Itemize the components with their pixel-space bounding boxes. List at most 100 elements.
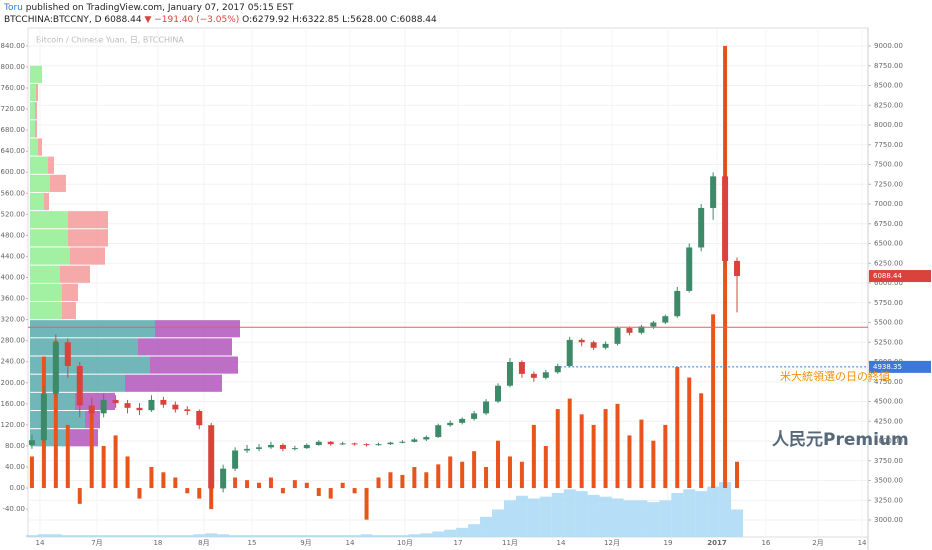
premium-bar [543, 445, 548, 489]
candle-body [339, 443, 346, 445]
volume-bar [396, 535, 409, 537]
premium-bar [639, 419, 644, 489]
profile-up [30, 356, 150, 374]
premium-bar [436, 464, 441, 489]
volume-bar [300, 535, 313, 537]
premium-bar [651, 440, 656, 489]
volume-bar [205, 533, 218, 537]
volume-bar [539, 496, 552, 537]
volume-bar [659, 500, 672, 537]
premium-bar [507, 456, 512, 489]
y-tick-label: 3000.00 [874, 516, 903, 524]
volume-bar [551, 493, 564, 537]
premium-bar [304, 482, 309, 489]
candle-body [184, 409, 191, 411]
y2-tick-label: 640.00 [1, 147, 26, 155]
premium-bar [531, 424, 536, 489]
volume-bar [157, 535, 170, 537]
premium-bar [603, 409, 608, 489]
profile-down [50, 174, 66, 192]
series-label: 人民元Premium [772, 430, 909, 450]
volume-bar [73, 535, 86, 537]
volume-bar [671, 493, 684, 537]
candle-body [303, 444, 310, 449]
premium-bar [113, 435, 118, 489]
volume-bar [217, 534, 230, 537]
premium-bar [687, 377, 692, 489]
y2-tick-label: 440.00 [1, 252, 26, 260]
y2-tick-label: 600.00 [1, 168, 26, 176]
candle-body [626, 328, 633, 333]
profile-down [38, 138, 42, 156]
premium-bar [711, 314, 716, 489]
profile-up [30, 174, 50, 192]
volume-bar [719, 482, 732, 537]
candle-body [28, 440, 35, 445]
profile-up [30, 320, 155, 338]
volume-bar [408, 534, 421, 537]
premium-bar [197, 488, 202, 499]
candle-body [208, 425, 215, 489]
premium-bar [233, 477, 238, 489]
y2-tick-label: 840.00 [1, 42, 26, 50]
profile-up [30, 65, 42, 83]
y-tick-label: 7000.00 [874, 200, 903, 208]
candle-body [566, 339, 573, 366]
candle-body [267, 444, 274, 448]
author-link[interactable]: Toru [3, 3, 23, 13]
x-tick-label: 8月 [198, 539, 209, 547]
profile-down [150, 356, 238, 374]
x-tick-label: 14 [557, 539, 566, 547]
candle-body [674, 290, 681, 317]
profile-up [30, 120, 35, 138]
y-tick-label: 3250.00 [874, 496, 903, 504]
candle-body [244, 448, 251, 451]
candle-body [710, 176, 717, 208]
x-tick-label: 17 [454, 539, 463, 547]
candle-body [112, 399, 119, 404]
volume-bar [145, 535, 158, 537]
published: published on TradingView.com, January 07… [23, 3, 294, 13]
premium-bar [735, 461, 740, 489]
x-tick-label: 11月 [502, 539, 518, 547]
profile-up [30, 138, 38, 156]
profile-down [62, 301, 76, 320]
candle-body [220, 468, 227, 489]
y-tick-label: 7250.00 [874, 180, 903, 188]
y2-tick-label: 400.00 [1, 273, 26, 281]
profile-down [35, 120, 37, 138]
y-tick-label: 6750.00 [874, 220, 903, 228]
candle-body [638, 326, 645, 333]
volume-bar [312, 535, 325, 537]
premium-bar [149, 466, 154, 489]
y2-tick-label: -40.00 [2, 505, 25, 513]
y-tick-label: 4750.00 [874, 378, 903, 386]
y-tick-label: 8250.00 [874, 101, 903, 109]
x-tick-label: 14 [858, 539, 867, 547]
profile-up [30, 156, 48, 174]
last-price-tag [869, 270, 931, 283]
profile-down [70, 429, 98, 447]
premium-bar [579, 414, 584, 489]
y-tick-label: 6500.00 [874, 240, 903, 248]
premium-bar [663, 424, 668, 489]
x-tick-label: 9月 [300, 539, 311, 547]
premium-bar [185, 488, 190, 494]
volume-bar [336, 535, 349, 537]
y-tick-label: 3750.00 [874, 457, 903, 465]
volume-bar [456, 527, 469, 537]
ohlc: O:6279.92 H:6322.85 L:5628.00 C:6088.44 [242, 15, 437, 25]
volume-bar [229, 535, 242, 537]
candle-body [279, 444, 286, 449]
volume-bar [181, 535, 194, 537]
premium-bar [472, 451, 477, 489]
volume-bar [37, 534, 50, 537]
y2-tick-label: 240.00 [1, 358, 26, 366]
volume-bar [731, 509, 744, 537]
y2-tick-label: 200.00 [1, 379, 26, 387]
volume-bar [647, 502, 660, 537]
premium-bar [161, 472, 166, 489]
candle-body [76, 365, 83, 406]
candle-body [471, 413, 478, 419]
